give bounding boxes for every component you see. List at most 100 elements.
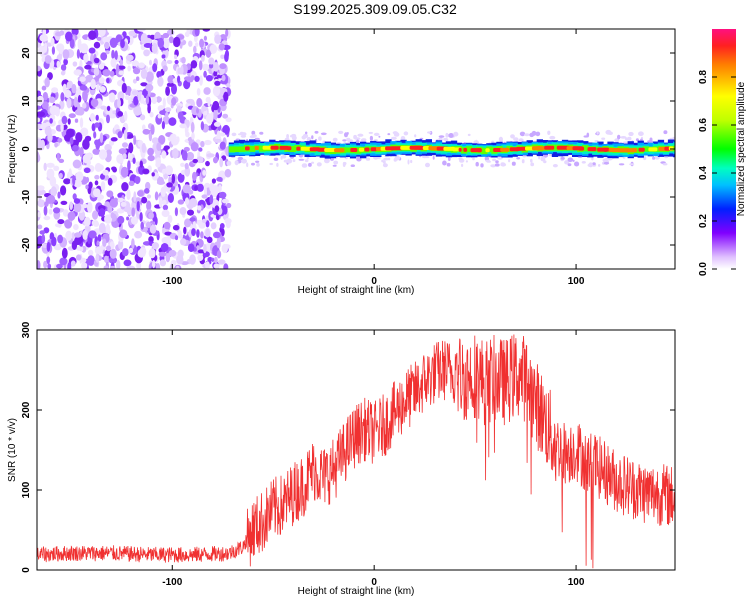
noise-speckle	[139, 160, 143, 168]
signal-core-cell	[370, 147, 377, 152]
noise-speckle	[70, 260, 76, 267]
noise-speckle	[87, 255, 95, 266]
band-speckle	[320, 132, 327, 136]
band-speckle	[311, 135, 314, 140]
noise-speckle	[60, 200, 68, 205]
noise-speckle	[152, 63, 158, 73]
snr-xtick-label: -100	[162, 577, 182, 588]
noise-speckle	[187, 209, 194, 216]
band-speckle	[251, 130, 256, 135]
band-speckle	[640, 138, 643, 141]
noise-speckle	[219, 132, 226, 137]
band-speckle	[427, 131, 432, 134]
band-speckle	[324, 158, 330, 164]
noise-speckle	[186, 119, 190, 128]
noise-speckle	[64, 219, 73, 229]
band-speckle	[635, 138, 639, 142]
noise-speckle	[77, 95, 82, 103]
noise-speckle	[87, 249, 94, 256]
signal-core-cell	[286, 146, 292, 151]
noise-speckle	[108, 92, 116, 103]
band-speckle	[349, 139, 353, 143]
noise-speckle	[205, 160, 210, 167]
band-speckle	[492, 158, 497, 162]
band-speckle	[574, 161, 580, 167]
noise-speckle	[145, 221, 152, 228]
noise-speckle	[67, 118, 71, 125]
spectrogram-ytick-label: -20	[21, 237, 32, 252]
band-speckle	[354, 137, 361, 141]
band-speckle	[663, 130, 668, 135]
noise-speckle	[109, 37, 118, 48]
noise-speckle	[74, 109, 84, 116]
noise-speckle	[79, 246, 84, 252]
band-speckle	[547, 130, 551, 135]
signal-core-cell	[400, 145, 413, 150]
band-speckle	[251, 134, 257, 138]
noise-speckle	[95, 114, 99, 121]
noise-speckle	[206, 113, 214, 124]
noise-speckle	[117, 131, 123, 139]
band-speckle	[378, 135, 381, 138]
band-speckle	[342, 139, 347, 142]
noise-speckle	[55, 223, 62, 228]
noise-speckle	[121, 82, 127, 94]
noise-speckle	[213, 62, 219, 72]
noise-speckle	[143, 43, 153, 48]
noise-speckle	[53, 207, 61, 214]
band-speckle	[453, 131, 459, 137]
signal-core-cell	[674, 146, 675, 150]
band-speckle	[298, 158, 305, 161]
band-speckle	[438, 135, 445, 138]
band-speckle	[601, 137, 606, 140]
band-speckle	[467, 133, 471, 137]
noise-speckle	[98, 149, 108, 160]
band-speckle	[617, 134, 621, 140]
noise-speckle	[145, 95, 150, 105]
noise-speckle	[181, 56, 186, 64]
noise-speckle	[37, 105, 42, 110]
noise-speckle	[177, 172, 185, 183]
noise-speckle	[128, 142, 134, 154]
noise-speckle	[83, 167, 91, 174]
signal-core-cell	[516, 146, 522, 151]
noise-speckle	[58, 158, 65, 163]
noise-speckle	[180, 65, 184, 75]
noise-speckle	[99, 132, 104, 143]
noise-speckle	[116, 259, 121, 269]
signal-core-cell	[556, 145, 570, 150]
noise-speckle	[62, 209, 69, 217]
noise-speckle	[110, 137, 118, 142]
noise-speckle	[112, 110, 116, 115]
noise-speckle	[142, 124, 146, 131]
signal-band-cell	[506, 145, 513, 152]
noise-speckle	[171, 138, 179, 146]
noise-speckle	[126, 216, 130, 221]
noise-speckle	[69, 201, 73, 210]
noise-speckle	[155, 157, 162, 167]
noise-speckle	[61, 247, 68, 259]
noise-speckle	[109, 248, 117, 259]
signal-band-cell	[344, 147, 352, 153]
band-speckle	[234, 160, 239, 166]
snr-axes: -100 0 100 0 100 200 300	[21, 321, 675, 588]
noise-speckle	[117, 215, 125, 224]
noise-speckle	[125, 54, 134, 62]
noise-speckle	[209, 44, 218, 54]
noise-speckle	[48, 96, 56, 104]
band-speckle	[491, 140, 495, 143]
noise-speckle	[122, 248, 129, 257]
noise-speckle	[184, 162, 189, 170]
noise-speckle	[97, 234, 102, 242]
band-speckle	[538, 155, 541, 160]
noise-speckle	[123, 129, 128, 140]
noise-speckle	[213, 156, 218, 164]
noise-speckle	[97, 164, 104, 171]
band-speckle	[308, 162, 312, 167]
noise-speckle	[102, 238, 107, 247]
band-speckle	[238, 133, 243, 136]
noise-speckle	[196, 156, 204, 164]
colorbar-tick-label: 0.2	[698, 214, 709, 228]
band-speckle	[567, 157, 574, 163]
